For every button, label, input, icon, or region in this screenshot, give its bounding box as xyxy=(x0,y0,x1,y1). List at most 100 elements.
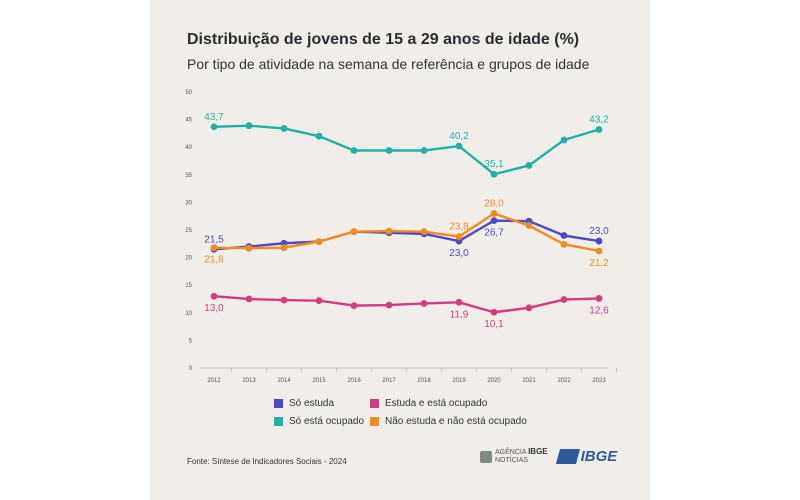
x-tick-label: 2015 xyxy=(312,378,326,384)
ibge-logo-text: IBGE xyxy=(580,448,618,465)
series-line xyxy=(213,124,600,176)
data-point xyxy=(280,296,288,304)
x-tick-label: 2019 xyxy=(452,378,466,384)
data-label: 12,6 xyxy=(589,305,609,316)
data-point xyxy=(595,126,603,133)
data-point xyxy=(315,132,323,140)
series-line xyxy=(213,219,600,251)
legend-swatch xyxy=(370,417,379,426)
data-point xyxy=(560,240,568,248)
data-label: 28,0 xyxy=(484,198,504,209)
data-label: 23,0 xyxy=(449,248,469,259)
data-point xyxy=(420,300,428,307)
data-point xyxy=(280,244,288,252)
y-tick-label: 50 xyxy=(185,90,192,96)
data-point xyxy=(595,247,603,255)
x-tick-label: 2013 xyxy=(242,378,256,384)
data-point xyxy=(245,295,253,303)
source-note: Fonte: Síntese de Indicadores Sociais - … xyxy=(187,457,347,466)
x-tick-label: 2014 xyxy=(277,378,291,384)
data-point xyxy=(385,301,393,309)
ibge-mark-icon xyxy=(555,449,580,464)
data-point xyxy=(350,147,358,154)
data-point xyxy=(595,237,603,245)
data-point xyxy=(280,125,288,132)
data-point xyxy=(315,238,323,245)
legend-item-so-estuda: Só estuda xyxy=(274,398,334,409)
legend-label: Só está ocupado xyxy=(289,416,365,427)
data-label: 35,1 xyxy=(484,159,504,170)
data-point xyxy=(420,147,428,154)
y-tick-label: 0 xyxy=(189,366,193,372)
y-tick-label: 40 xyxy=(185,145,192,151)
data-label: 21,8 xyxy=(204,255,224,266)
data-point xyxy=(315,297,323,305)
data-label: 43,2 xyxy=(589,115,609,126)
infographic-card: Distribuição de jovens de 15 a 29 anos d… xyxy=(150,0,650,500)
brazil-map-icon xyxy=(480,450,492,463)
y-tick-label: 35 xyxy=(185,173,192,179)
agencia-noticias: NOTÍCIAS xyxy=(495,457,529,464)
data-point xyxy=(525,304,533,312)
logos: AGÊNCIA IBGE NOTÍCIAS IBGE xyxy=(480,448,617,465)
y-tick-label: 15 xyxy=(185,283,192,289)
y-tick-label: 25 xyxy=(185,228,192,234)
legend-label: Estuda e está ocupado xyxy=(385,398,488,409)
data-point xyxy=(560,296,568,303)
legend-label: Só estuda xyxy=(289,398,335,409)
x-tick-label: 2022 xyxy=(557,378,571,384)
data-label: 26,7 xyxy=(484,228,504,239)
chart-title: Distribuição de jovens de 15 a 29 anos d… xyxy=(187,31,580,48)
agencia-brand: IBGE xyxy=(528,447,548,456)
agencia-ibge-logo: AGÊNCIA IBGE NOTÍCIAS xyxy=(495,448,548,465)
data-point xyxy=(490,210,498,217)
data-point xyxy=(595,295,603,302)
data-point xyxy=(420,228,428,236)
x-tick-label: 2018 xyxy=(417,378,431,384)
data-point xyxy=(210,244,218,252)
data-point xyxy=(525,162,533,169)
data-point xyxy=(490,217,498,225)
data-point xyxy=(350,302,358,310)
x-tick-label: 2023 xyxy=(592,378,606,384)
chart-subtitle: Por tipo de atividade na semana de refer… xyxy=(187,56,590,72)
data-label: 21,2 xyxy=(589,258,609,269)
data-label: 11,9 xyxy=(450,309,469,320)
data-point xyxy=(210,123,218,131)
legend-swatch xyxy=(274,399,283,408)
data-label: 43,7 xyxy=(204,112,224,123)
data-point xyxy=(245,122,253,130)
legend-item-nem-nem: Não estuda e não está ocupado xyxy=(370,416,527,427)
x-tick-label: 2016 xyxy=(347,378,361,384)
data-label: 13,0 xyxy=(204,303,224,314)
x-tick-label: 2020 xyxy=(487,378,501,384)
data-point xyxy=(560,136,568,144)
data-point xyxy=(455,142,463,150)
x-tick-label: 2017 xyxy=(382,378,396,384)
x-tick-label: 2021 xyxy=(522,378,536,384)
data-point xyxy=(525,222,533,229)
data-point xyxy=(245,244,253,252)
agencia-word: AGÊNCIA xyxy=(495,449,527,456)
x-tick-label: 2012 xyxy=(207,378,221,384)
data-point xyxy=(385,227,393,235)
data-point xyxy=(350,228,358,236)
data-point xyxy=(455,298,463,306)
data-label: 23,8 xyxy=(449,222,469,233)
series-line xyxy=(213,295,600,314)
y-tick-label: 20 xyxy=(185,256,192,262)
data-point xyxy=(455,233,463,241)
y-tick-label: 45 xyxy=(185,118,192,124)
data-label: 23,0 xyxy=(589,226,609,237)
y-tick-label: 30 xyxy=(185,200,192,206)
data-point xyxy=(210,292,218,300)
y-tick-label: 10 xyxy=(185,311,192,317)
legend-swatch xyxy=(274,417,283,426)
ibge-logo: IBGE xyxy=(555,448,618,465)
data-label: 10,1 xyxy=(484,319,504,330)
line-chart: 0 5 10 15 20 25 30 35 40 45 50 2012 2013 2014 2015 2016… xyxy=(185,90,617,384)
series-line xyxy=(213,212,600,253)
legend-swatch xyxy=(370,399,379,408)
legend-item-estuda-e-ocupado: Estuda e está ocupado xyxy=(370,398,487,409)
y-tick-label: 5 xyxy=(189,338,193,344)
